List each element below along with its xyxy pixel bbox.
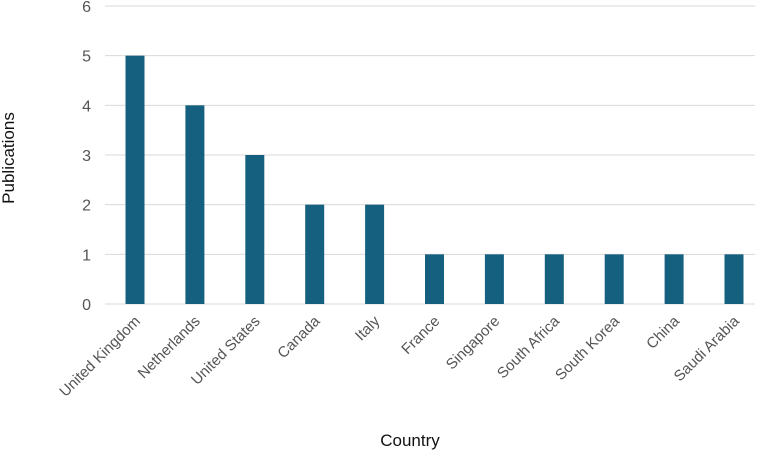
y-tick-label: 6	[82, 0, 91, 16]
bar-singapore	[484, 254, 504, 304]
bar-saudi-arabia	[724, 254, 744, 304]
x-tick-label: China	[643, 312, 683, 352]
y-tick-label: 1	[82, 247, 91, 264]
x-tick-label: United Kingdom	[56, 313, 143, 400]
bar-italy	[365, 204, 385, 304]
x-tick-label: South Korea	[552, 312, 623, 383]
bars	[125, 55, 744, 304]
bar-united-states	[245, 155, 265, 304]
bar-united-kingdom	[125, 55, 145, 304]
y-tick-label: 4	[82, 98, 91, 115]
bar-netherlands	[185, 105, 205, 304]
grid-lines	[105, 5, 755, 305]
bar-south-korea	[604, 254, 624, 304]
bar-south-africa	[544, 254, 564, 304]
x-tick-label: Canada	[274, 312, 324, 362]
x-tick-label: Singapore	[443, 313, 503, 373]
y-tick-label: 2	[82, 198, 91, 215]
y-tick-label: 3	[82, 148, 91, 165]
bar-france	[425, 254, 444, 304]
x-axis-title: Country	[380, 431, 440, 450]
x-tick-label: Saudi Arabia	[671, 312, 744, 385]
y-axis-title: Publications	[0, 112, 18, 204]
bar-china	[664, 254, 684, 304]
y-axis-ticks: 0 1 2 3 4 5 6	[82, 0, 91, 314]
x-tick-label: France	[398, 313, 443, 358]
x-tick-label: Italy	[352, 312, 384, 344]
y-tick-label: 0	[82, 297, 91, 314]
bar-canada	[305, 204, 325, 304]
y-tick-label: 5	[82, 49, 91, 66]
